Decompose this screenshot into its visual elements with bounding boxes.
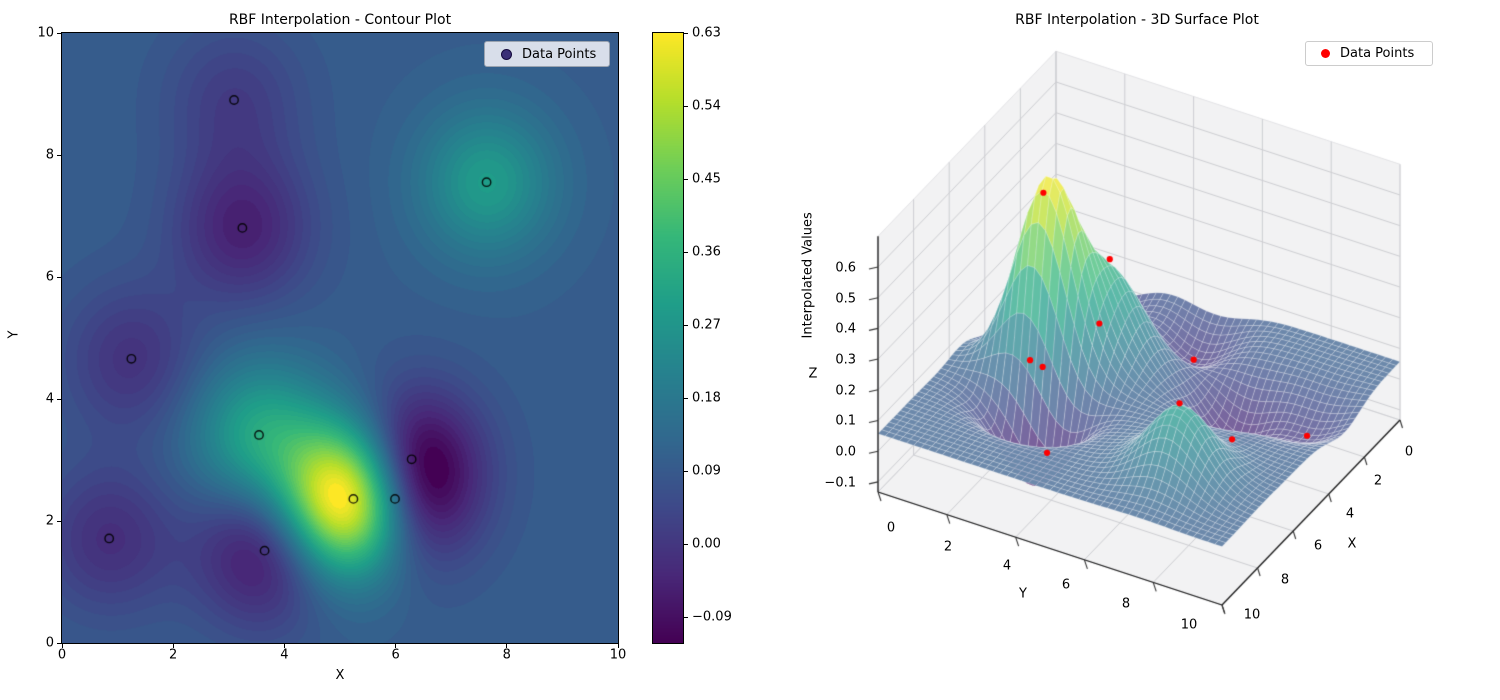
colorbar-tick-label: 0.00: [692, 536, 721, 552]
surface-y-tick-label: 0: [886, 520, 896, 536]
colorbar-tick-label: 0.18: [692, 390, 721, 406]
contour-x-tick-label: 0: [57, 647, 67, 663]
surface-ylabel: Y: [1019, 586, 1027, 602]
surface-y-tick-label: 4: [1002, 558, 1012, 574]
contour-y-tick-label: 10: [37, 25, 54, 41]
surface-y-tick-label: 10: [1180, 617, 1198, 633]
contour-x-tick-label: 10: [609, 647, 627, 663]
colorbar-tick-label: −0.09: [692, 609, 732, 625]
contour-y-tick-label: 6: [45, 269, 54, 285]
contour-y-tick: [57, 398, 61, 400]
colorbar-tick-label: 0.09: [692, 463, 721, 479]
contour-title: RBF Interpolation - Contour Plot: [228, 12, 452, 28]
colorbar-tick: [684, 397, 688, 399]
surface-z-tick-label: 0.2: [835, 383, 856, 399]
surface-legend: Data Points: [1305, 41, 1433, 66]
surface-x-tick-label: 2: [1373, 473, 1383, 489]
colorbar-tick: [684, 251, 688, 253]
contour-x-tick-label: 8: [502, 647, 511, 663]
surface-x-tick-label: 4: [1345, 506, 1355, 522]
surface-legend-label: Data Points: [1340, 46, 1415, 61]
contour-ylabel: Y: [6, 330, 22, 339]
contour-x-tick-label: 6: [391, 647, 400, 663]
colorbar-tick: [684, 616, 688, 618]
colorbar-tick: [684, 178, 688, 180]
contour-y-tick-label: 2: [45, 513, 54, 529]
contour-x-tick: [395, 644, 397, 648]
colorbar-tick: [684, 324, 688, 326]
contour-legend: Data Points: [484, 41, 610, 67]
surface-y-tick-label: 6: [1061, 577, 1071, 593]
colorbar-tick: [684, 470, 688, 472]
colorbar-canvas: [652, 32, 684, 644]
surface-plot-canvas: [790, 25, 1500, 675]
contour-y-tick-label: 0: [45, 635, 54, 651]
surface-y-tick-label: 8: [1121, 596, 1131, 612]
contour-x-tick: [61, 644, 63, 648]
surface-z-tick-label: 0.1: [835, 413, 856, 429]
contour-y-tick: [57, 154, 61, 156]
contour-x-tick: [506, 644, 508, 648]
contour-y-tick-label: 4: [45, 391, 54, 407]
colorbar-tick: [684, 32, 688, 34]
colorbar-tick-label: 0.36: [692, 244, 721, 260]
surface-z-tick-label: 0.5: [835, 291, 856, 306]
surface-x-tick-label: 6: [1313, 538, 1323, 554]
colorbar-tick: [684, 105, 688, 107]
colorbar-tick-label: 0.45: [692, 171, 721, 187]
contour-y-tick-label: 8: [45, 147, 54, 163]
contour-y-tick: [57, 520, 61, 522]
contour-legend-label: Data Points: [522, 46, 597, 62]
surface-x-tick-label: 10: [1243, 607, 1261, 623]
contour-x-tick: [172, 644, 174, 648]
surface-z-tick-label: 0.4: [835, 321, 856, 337]
contour-plot-canvas: [61, 32, 619, 644]
colorbar-tick-label: 0.63: [692, 25, 721, 41]
contour-x-tick: [617, 644, 619, 648]
contour-x-tick-label: 4: [280, 647, 289, 663]
surface-z-tick-label: 0.6: [835, 260, 856, 276]
surface-z-tick-label: 0.3: [835, 352, 856, 368]
contour-x-tick: [283, 644, 285, 648]
colorbar-tick: [684, 543, 688, 545]
contour-y-tick: [57, 642, 61, 644]
contour-xlabel: X: [335, 668, 345, 683]
surface-x-tick-label: 0: [1404, 444, 1414, 460]
surface-z-tick-label: 0.0: [835, 444, 856, 460]
contour-y-tick: [57, 32, 61, 34]
surface-xlabel: X: [1347, 536, 1357, 552]
colorbar-tick-label: 0.54: [692, 98, 721, 114]
contour-y-tick: [57, 276, 61, 278]
surface-z-tick-label: −0.1: [824, 475, 856, 491]
surface-legend-marker-icon: [1321, 49, 1330, 58]
surface-y-tick-label: 2: [943, 539, 953, 555]
contour-x-tick-label: 2: [169, 647, 178, 663]
surface-x-tick-label: 8: [1280, 572, 1290, 588]
contour-legend-marker-icon: [501, 48, 512, 60]
surface-zlabel: Z: [808, 366, 818, 382]
surface-title: RBF Interpolation - 3D Surface Plot: [1015, 12, 1259, 28]
colorbar-tick-label: 0.27: [692, 317, 721, 333]
